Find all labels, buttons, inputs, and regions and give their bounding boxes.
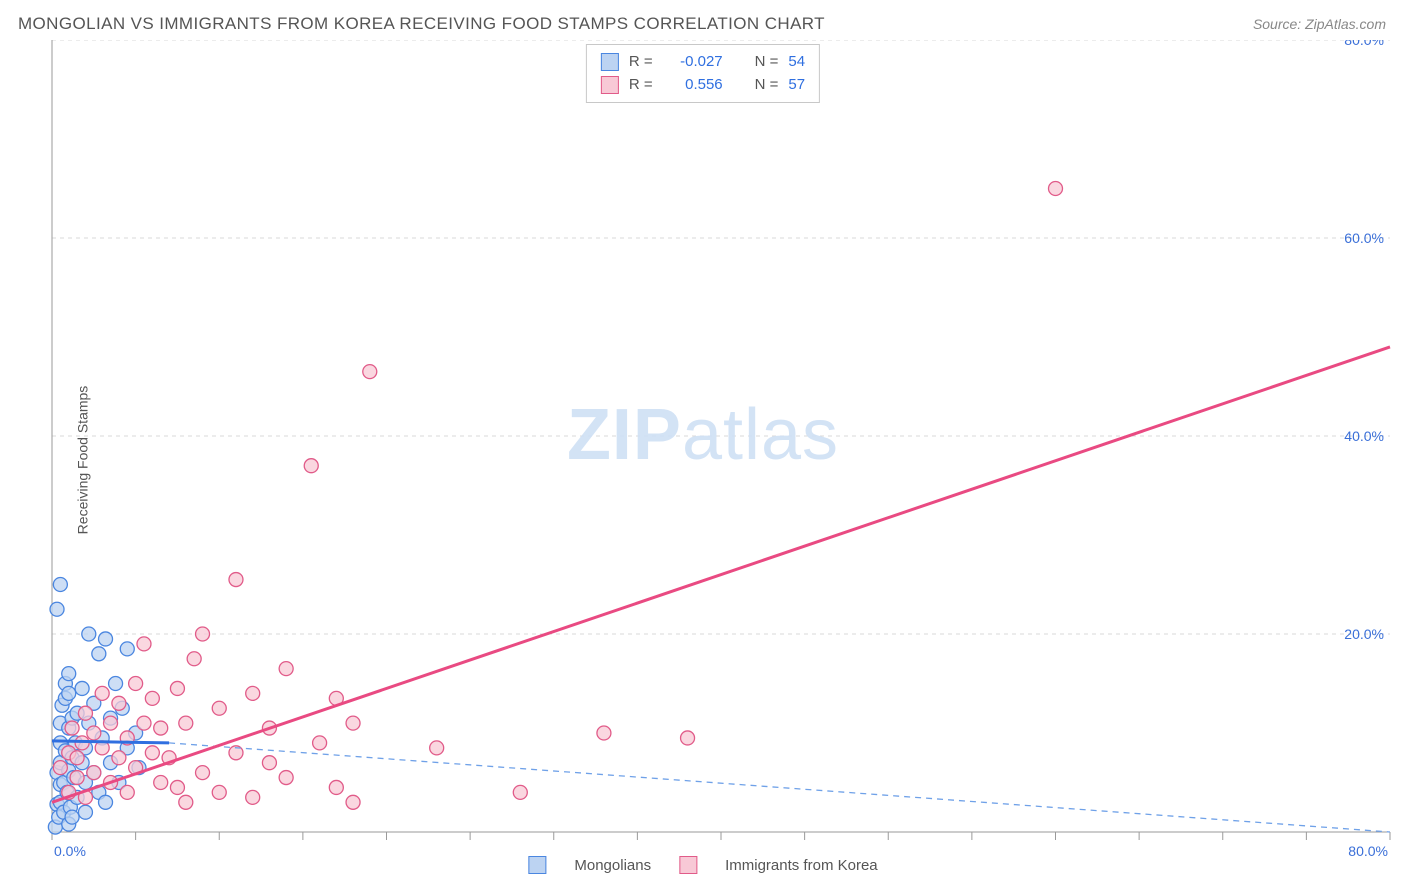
legend-label-1: Immigrants from Korea bbox=[725, 857, 878, 874]
scatter-plot: 20.0% 40.0% 60.0% 80.0% 0.0% 80.0% bbox=[0, 40, 1406, 880]
stats-row-1: R = 0.556 N = 57 bbox=[601, 74, 805, 97]
svg-text:80.0%: 80.0% bbox=[1344, 40, 1384, 48]
svg-text:40.0%: 40.0% bbox=[1344, 428, 1384, 444]
svg-text:80.0%: 80.0% bbox=[1348, 843, 1388, 859]
swatch-mongolians bbox=[601, 53, 619, 71]
stats-row-0: R = -0.027 N = 54 bbox=[601, 51, 805, 74]
svg-text:60.0%: 60.0% bbox=[1344, 230, 1384, 246]
bottom-legend: Mongolians Immigrants from Korea bbox=[528, 856, 877, 874]
svg-text:20.0%: 20.0% bbox=[1344, 626, 1384, 642]
legend-swatch-mongolians bbox=[528, 856, 546, 874]
source: Source: ZipAtlas.com bbox=[1253, 16, 1386, 32]
N-value-1: 57 bbox=[788, 74, 805, 97]
chart-area: Receiving Food Stamps ZIPatlas 20.0%40.0… bbox=[0, 40, 1406, 880]
R-label: R = bbox=[629, 51, 653, 74]
N-label: N = bbox=[755, 51, 779, 74]
N-value-0: 54 bbox=[788, 51, 805, 74]
chart-title: MONGOLIAN VS IMMIGRANTS FROM KOREA RECEI… bbox=[18, 14, 825, 34]
legend-swatch-korea bbox=[679, 856, 697, 874]
legend-label-0: Mongolians bbox=[574, 857, 651, 874]
stats-box: R = -0.027 N = 54 R = 0.556 N = 57 bbox=[586, 44, 820, 103]
R-value-0: -0.027 bbox=[663, 51, 723, 74]
svg-text:0.0%: 0.0% bbox=[54, 843, 86, 859]
source-value: ZipAtlas.com bbox=[1305, 16, 1386, 32]
y-axis-label: Receiving Food Stamps bbox=[74, 386, 90, 535]
header: MONGOLIAN VS IMMIGRANTS FROM KOREA RECEI… bbox=[0, 0, 1406, 40]
swatch-korea bbox=[601, 76, 619, 94]
R-label: R = bbox=[629, 74, 653, 97]
source-label: Source: bbox=[1253, 16, 1305, 32]
N-label: N = bbox=[755, 74, 779, 97]
R-value-1: 0.556 bbox=[663, 74, 723, 97]
